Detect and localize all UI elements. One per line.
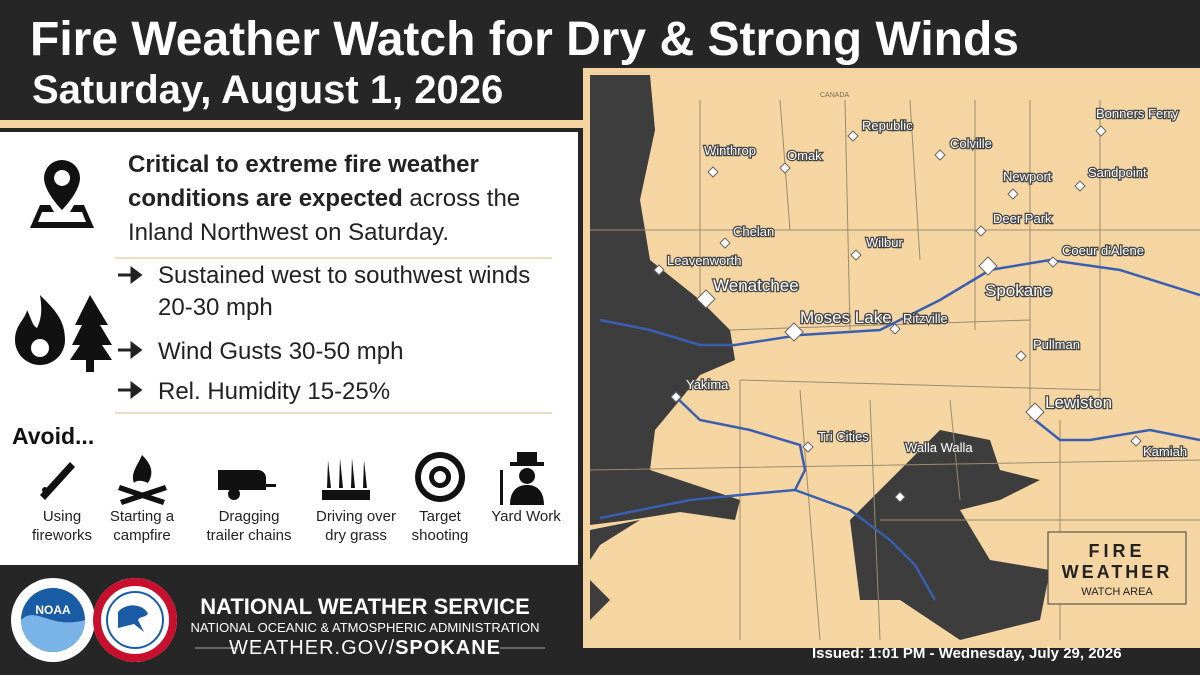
city-label: Tri Cities xyxy=(818,429,869,444)
summary-bold: Critical to extreme fire weather conditi… xyxy=(128,151,479,212)
city-label: Winthrop xyxy=(704,143,756,158)
detail: Wind Gusts 30-50 mph xyxy=(158,338,404,365)
city-label: Sandpoint xyxy=(1088,165,1147,180)
city-marker xyxy=(784,322,804,342)
date: Saturday, August 1, 2026 xyxy=(32,68,504,112)
logo-text: NOAA xyxy=(35,603,71,617)
city-marker xyxy=(847,130,859,142)
city-label: Wilbur xyxy=(866,235,904,250)
arrow-icons xyxy=(118,266,143,399)
city-label: Bonners Ferry xyxy=(1096,106,1179,121)
city-marker xyxy=(719,237,731,249)
detail: Rel. Humidity 15-25% xyxy=(158,378,391,405)
website: WEATHER.GOV/SPOKANE xyxy=(160,637,570,660)
city-label: Wenatchee xyxy=(713,276,799,295)
city-label: Leavenworth xyxy=(667,253,741,268)
title: Fire Weather Watch for Dry & Strong Wind… xyxy=(30,13,1019,66)
city-label: Moses Lake xyxy=(800,308,892,327)
city-label: Omak xyxy=(787,148,822,163)
map: CANADA Winthrop Omak Republic Colville Bonne… xyxy=(589,75,1200,641)
city-label: Newport xyxy=(1003,169,1052,184)
city-marker xyxy=(779,162,791,174)
city-label: Spokane xyxy=(985,281,1052,300)
summary-rest: across the Inland Northwest on Saturday. xyxy=(128,185,521,246)
summary: Critical to extreme fire weather conditi… xyxy=(128,148,568,250)
border-label: CANADA xyxy=(820,92,850,99)
city-marker xyxy=(696,289,716,309)
city-marker xyxy=(975,225,987,237)
website-office: SPOKANE xyxy=(395,637,501,659)
noaa-logo: NOAA xyxy=(11,578,95,662)
legend-line: FIRE xyxy=(1088,541,1145,561)
avoid-label: Yard Work xyxy=(491,508,561,525)
city-marker xyxy=(1074,180,1086,192)
city-marker xyxy=(1047,256,1059,268)
city-marker xyxy=(978,256,998,276)
city-marker xyxy=(850,249,862,261)
issued: Issued: 1:01 PM - Wednesday, July 29, 20… xyxy=(812,645,1122,662)
city-label: Pullman xyxy=(1033,337,1080,352)
avoid-label: Target shooting xyxy=(411,508,469,544)
avoid-label: Starting a campfire xyxy=(109,508,175,544)
avoid-heading: Avoid... xyxy=(12,423,95,449)
avoid-label: Driving over dry grass xyxy=(315,508,397,544)
city-label: Ritzville xyxy=(903,311,948,326)
city-label: Coeur d'Alene xyxy=(1062,243,1144,258)
parent-agency: NATIONAL OCEANIC & ATMOSPHERIC ADMINISTR… xyxy=(190,620,540,635)
legend-line: WATCH AREA xyxy=(1081,586,1153,598)
city-marker xyxy=(707,166,719,178)
city-marker xyxy=(889,323,901,335)
city-marker xyxy=(1007,188,1019,200)
city-marker xyxy=(802,441,814,453)
city-label: Yakima xyxy=(686,377,729,392)
city-marker xyxy=(894,491,906,503)
avoid-label: Dragging trailer chains xyxy=(206,508,292,544)
city-label: Colville xyxy=(950,136,992,151)
city-marker xyxy=(934,149,946,161)
map-pin-icon xyxy=(30,160,94,228)
website-prefix: WEATHER.GOV/ xyxy=(229,637,396,659)
fire-tree-icon xyxy=(15,295,112,372)
city-label: Lewiston xyxy=(1045,393,1112,412)
detail: Sustained west to southwest winds 20-30 … xyxy=(158,262,531,321)
legend xyxy=(1047,531,1187,605)
nws-logo xyxy=(93,578,177,662)
city-label: Republic xyxy=(862,118,913,133)
city-label: Walla Walla xyxy=(905,440,973,455)
avoid-label: Using fireworks xyxy=(31,508,92,544)
city-marker xyxy=(653,264,665,276)
city-label: Chelan xyxy=(733,224,774,239)
city-marker xyxy=(670,391,682,403)
city-marker xyxy=(1130,435,1142,447)
agency: NATIONAL WEATHER SERVICE xyxy=(200,594,530,619)
accent-stripe xyxy=(0,120,590,128)
city-marker xyxy=(1015,350,1027,362)
city-label: Kamiah xyxy=(1143,444,1187,459)
city-marker xyxy=(1095,125,1107,137)
avoid-icons xyxy=(40,452,544,505)
city-marker xyxy=(1025,402,1045,422)
city-label: Deer Park xyxy=(993,211,1052,226)
cities: Winthrop Omak Republic Colville Bonners Ferr… xyxy=(653,105,1188,503)
legend-line: WEATHER xyxy=(1062,562,1173,582)
